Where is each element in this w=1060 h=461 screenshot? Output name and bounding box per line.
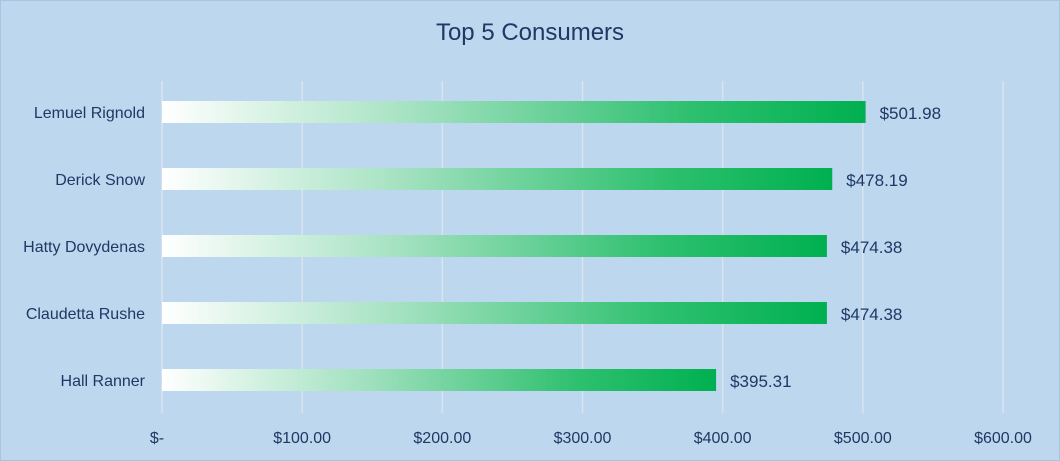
x-tick-label: $200.00 <box>413 430 471 447</box>
x-tick-label: $400.00 <box>694 430 752 447</box>
x-tick-label: $300.00 <box>554 430 612 447</box>
data-label: $395.31 <box>730 372 791 391</box>
bar-lemuel-rignold <box>162 101 866 123</box>
category-label: Hall Ranner <box>61 373 146 390</box>
x-tick-label: $- <box>150 430 164 447</box>
bar-hatty-dovydenas <box>162 235 827 257</box>
category-label: Hatty Dovydenas <box>23 239 145 256</box>
category-label: Derick Snow <box>55 172 145 189</box>
x-tick-label: $100.00 <box>273 430 331 447</box>
data-label: $474.38 <box>841 305 902 324</box>
chart-title: Top 5 Consumers <box>435 19 625 46</box>
x-tick-label: $600.00 <box>974 430 1032 447</box>
bar-hall-ranner <box>162 369 717 391</box>
x-tick-label: $500.00 <box>834 430 892 447</box>
bar-claudetta-rushe <box>162 302 827 324</box>
bar-derick-snow <box>162 168 833 190</box>
data-label: $478.19 <box>846 171 907 190</box>
data-label: $501.98 <box>880 104 941 123</box>
data-label: $474.38 <box>841 238 902 257</box>
category-label: Claudetta Rushe <box>26 306 145 323</box>
category-label: Lemuel Rignold <box>34 105 145 122</box>
